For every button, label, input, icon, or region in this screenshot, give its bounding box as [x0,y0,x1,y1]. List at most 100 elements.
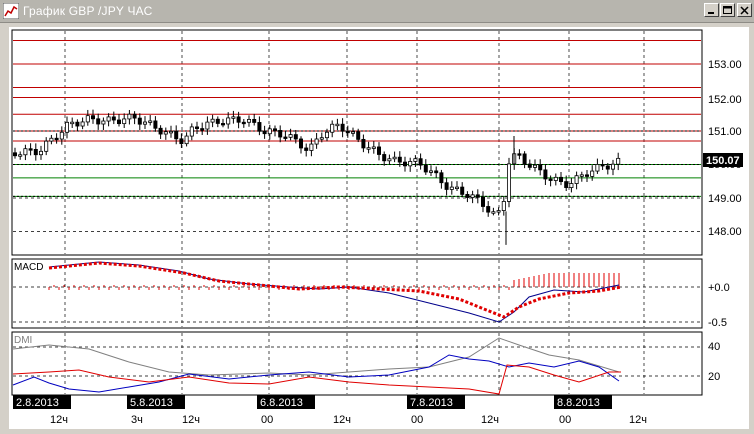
candle-body [470,194,475,198]
candle-body [272,128,277,131]
candle-body [184,135,189,145]
price-label: 149.00 [708,193,742,205]
candle-body [564,181,569,188]
candle-body [449,186,454,190]
candle-body [423,164,428,173]
candle-body [101,120,106,125]
candle-body [506,163,511,202]
candles [13,109,621,245]
candle-body [579,174,584,177]
candle-body [38,150,43,156]
dmi-scale-label: 40 [708,341,720,353]
macd-signal-line [48,261,622,319]
candle-body [366,147,371,150]
candle-body [174,130,179,140]
candle-body [231,116,236,119]
candle-body [397,156,402,163]
candle-body [491,211,496,214]
candle-body [361,138,366,149]
candle-body [616,157,621,165]
candle-body [80,121,85,127]
candle-body [163,131,168,135]
candle-body [595,164,600,172]
candle-body [44,140,49,152]
candle-body [28,148,33,151]
candle-body [574,175,579,184]
close-icon [740,6,749,15]
price-scale: 153.00 152.00 151.00 150.00 149.00 148.0… [708,59,742,238]
candle-body [59,131,64,140]
candle-body [137,117,142,125]
current-price-badge: 150.07 [703,153,743,167]
candle-body [460,186,465,195]
candle-body [122,118,127,125]
candle-body [298,138,303,149]
hour-label: 12ч [182,414,200,426]
hour-label: 12ч [481,414,499,426]
price-label: 153.00 [708,59,742,71]
chart-area[interactable]: 153.00 152.00 151.00 150.00 149.00 148.0… [9,27,749,429]
date-label: 2.8.2013 [16,397,59,409]
hour-label: 00 [261,414,273,426]
candle-body [548,178,553,181]
candle-body [538,164,543,171]
candle-body [132,113,137,119]
candle-body [428,170,433,173]
candle-body [475,194,480,198]
candle-body [387,158,392,162]
macd-panel: MACD +0.0 -0.5 [11,258,730,329]
candle-body [408,161,413,167]
candle-body [257,122,262,132]
candle-body [127,113,132,120]
candle-body [527,163,532,168]
candle-body [226,117,231,125]
candle-body [454,186,459,189]
candle-body [215,118,220,124]
candle-body [85,115,90,123]
candle-body [335,123,340,127]
candle-body [590,170,595,177]
candle-body [153,120,158,129]
macd-label: MACD [14,262,43,273]
date-label: 5.8.2013 [130,397,173,409]
candle-body [376,146,381,155]
candle-body [350,131,355,134]
window-titlebar[interactable]: График GBP /JPY ЧАС [0,0,754,23]
candle-body [111,116,116,121]
candle-body [236,116,241,123]
date-label: 6.8.2013 [260,397,303,409]
hour-label: 3ч [131,414,143,426]
maximize-button[interactable] [720,3,735,17]
candle-body [319,137,324,140]
candle-body [585,174,590,177]
candle-body [142,121,147,125]
macd-histogram [48,273,620,290]
current-price: 150.07 [706,155,740,167]
candle-body [517,153,522,156]
candle-body [267,128,272,135]
candle-body [304,147,309,151]
chart-window-icon [3,3,19,19]
hour-labels: 12ч 3ч 12ч 00 12ч 00 12ч 00 12ч [50,414,647,426]
minimize-icon [708,12,714,14]
minimize-button[interactable] [704,3,719,17]
candle-body [117,119,122,125]
candle-body [402,161,407,167]
candle-body [194,126,199,129]
candle-body [75,121,80,127]
candle-body [158,127,163,135]
candle-body [13,152,18,157]
candle-body [605,165,610,170]
candle-body [33,149,38,156]
candle-body [371,146,376,149]
candle-body [340,123,345,132]
price-label: 151.00 [708,126,742,138]
candle-body [418,158,423,166]
candle-body [314,138,319,145]
adx-line [12,337,620,376]
candle-body [559,176,564,182]
candle-body [262,130,267,135]
dmi-scale-label: 20 [708,371,720,383]
price-label: 148.00 [708,226,742,238]
close-button[interactable] [737,3,752,17]
